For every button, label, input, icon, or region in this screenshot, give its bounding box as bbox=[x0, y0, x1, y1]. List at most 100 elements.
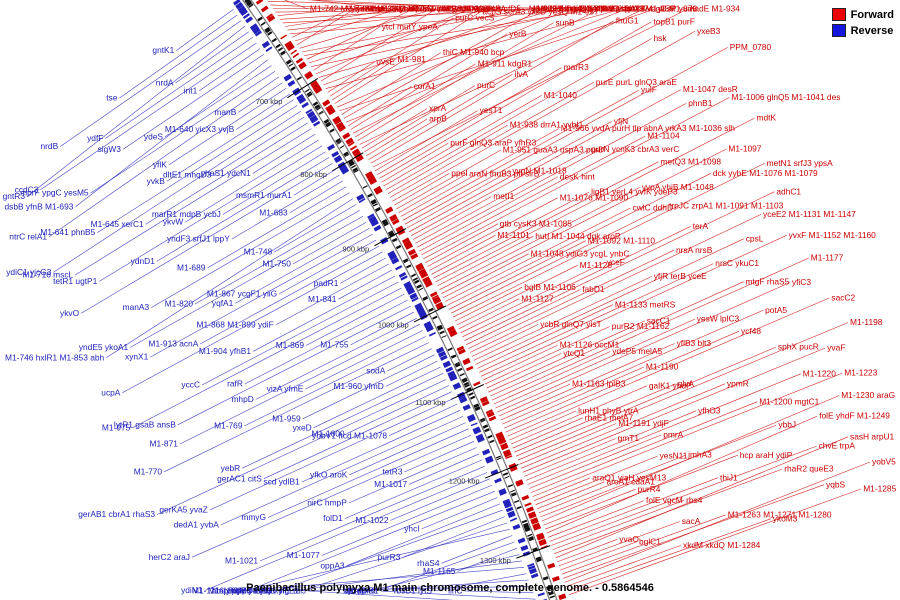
backbone-gene-arrow bbox=[275, 43, 281, 49]
backbone-gene-arrow bbox=[474, 406, 481, 411]
forward-gene-label-connector bbox=[370, 20, 614, 164]
forward-gene-label-connector bbox=[435, 117, 755, 283]
reverse-gene-arrow bbox=[537, 592, 545, 597]
forward-gene-label: fhuG1 bbox=[616, 16, 639, 26]
reverse-gene-label-connector bbox=[164, 65, 272, 138]
forward-gene-label: araN fhuB3 pit sirB bbox=[469, 168, 540, 178]
backbone-gene-arrow bbox=[387, 230, 394, 235]
backbone-gene-arrow bbox=[280, 50, 286, 56]
forward-gene-label: acpS scrA3 yxkD yesQ M1-957 bbox=[482, 7, 599, 17]
forward-gene-label: M1-1190 bbox=[646, 362, 679, 372]
reverse-gene-label: M1-770 bbox=[134, 466, 163, 476]
forward-gene-label-connector bbox=[277, 8, 344, 16]
forward-gene-label: gtb cysK3 M1-1085 bbox=[500, 218, 572, 228]
forward-gene-label-connector bbox=[272, 8, 451, 10]
backbone-gene-arrow bbox=[462, 378, 468, 383]
scale-tick bbox=[413, 305, 447, 323]
forward-gene-label-connector bbox=[385, 38, 652, 191]
reverse-gene-label: int1 bbox=[184, 85, 198, 95]
reverse-gene-arrow bbox=[445, 366, 454, 373]
forward-gene-arrow bbox=[530, 517, 539, 524]
forward-gene-label-connector bbox=[514, 383, 676, 453]
backbone-gene-arrow bbox=[507, 484, 513, 488]
backbone-gene-arrow bbox=[329, 128, 335, 133]
reverse-gene-arrow bbox=[527, 565, 536, 570]
forward-gene-label: M1-870 frlD1 M1-909 bbox=[529, 4, 608, 14]
forward-gene-label-connector bbox=[527, 373, 801, 485]
reverse-gene-label: yhaS1 ydcN1 bbox=[201, 168, 251, 178]
scale-tick-label: 700 kbp bbox=[256, 97, 283, 106]
reverse-gene-label: padR1 bbox=[314, 278, 339, 288]
forward-gene-arrow bbox=[521, 494, 530, 501]
forward-gene-arrow bbox=[345, 137, 354, 145]
scale-tick-label: 900 kbp bbox=[342, 245, 369, 254]
reverse-gene-arrow bbox=[423, 321, 432, 328]
reverse-gene-label: scd ydlB1 bbox=[263, 477, 300, 487]
forward-gene-arrow bbox=[310, 80, 319, 88]
reverse-gene-arrow bbox=[292, 87, 300, 94]
reverse-gene-label: M1-746 hxlR1 M1-853 abh bbox=[5, 352, 105, 362]
forward-gene-label-connector bbox=[297, 8, 355, 45]
forward-gene-label: yesW lplC3 bbox=[697, 314, 740, 324]
reverse-gene-arrow bbox=[369, 216, 377, 222]
reverse-gene-arrow bbox=[404, 284, 414, 292]
forward-gene-label-connector bbox=[334, 11, 481, 104]
reverse-gene-label-connector bbox=[301, 409, 461, 483]
forward-gene-label: M1-1047 desR bbox=[683, 84, 738, 94]
reverse-gene-label: manB bbox=[214, 107, 236, 117]
forward-gene-label: marR3 bbox=[564, 62, 589, 72]
reverse-gene-label-connector bbox=[404, 441, 475, 473]
backbone-gene-arrow bbox=[245, 0, 252, 6]
reverse-gene-label: ntrC relA1 bbox=[9, 232, 47, 242]
forward-gene-arrow bbox=[552, 575, 560, 582]
reverse-gene-label-connector bbox=[247, 491, 495, 592]
backbone-gene-arrow bbox=[464, 383, 470, 388]
reverse-gene-label-connector bbox=[291, 560, 522, 592]
reverse-gene-label: dsbB yfnB M1-693 bbox=[4, 201, 73, 211]
caption: Paenibacillus polymyxa M1 main chromosom… bbox=[246, 582, 654, 594]
forward-gene-label-connector bbox=[431, 191, 590, 275]
backbone-gene-arrow bbox=[524, 527, 530, 531]
forward-gene-label: folE vgcM bbox=[646, 495, 683, 505]
forward-gene-label: terA bbox=[693, 221, 709, 231]
reverse-gene-label: M1-640 yicX3 yvjB bbox=[165, 124, 235, 134]
reverse-gene-label-connector bbox=[346, 503, 501, 567]
reverse-gene-label: dedA1 yvbA bbox=[174, 520, 220, 530]
reverse-gene-arrow bbox=[477, 437, 485, 443]
forward-gene-label: yesT1 bbox=[480, 105, 503, 115]
reverse-gene-label: M1-1153 bbox=[240, 586, 273, 596]
forward-gene-arrow bbox=[290, 49, 298, 55]
reverse-gene-label-connector bbox=[252, 275, 396, 352]
backbone-gene-arrow bbox=[542, 576, 549, 581]
forward-gene-label-connector bbox=[546, 415, 818, 534]
forward-gene-arrow bbox=[389, 214, 398, 222]
reverse-gene-label: M1-1116 yhcH bbox=[192, 586, 245, 596]
forward-gene-label: purC bbox=[477, 80, 495, 90]
reverse-gene-label: gerAB1 cbrA1 rhaS3 bbox=[78, 509, 155, 519]
reverse-gene-label: marR1 mdpB ycbJ bbox=[152, 209, 221, 219]
reverse-gene-arrow bbox=[411, 296, 419, 303]
reverse-gene-label: sodA bbox=[366, 366, 386, 376]
reverse-gene-label: M1-1021 bbox=[225, 556, 258, 566]
scale-tick-label: 1100 kbp bbox=[415, 398, 445, 407]
backbone-gene-arrow bbox=[339, 145, 345, 149]
forward-gene-label-connector bbox=[339, 8, 656, 112]
forward-gene-label-connector bbox=[270, 4, 364, 10]
forward-gene-arrow bbox=[479, 396, 489, 404]
reverse-gene-label-connector bbox=[346, 385, 450, 434]
reverse-gene-arrow bbox=[468, 416, 476, 422]
forward-gene-label: yvxF M1-1152 M1-1160 bbox=[789, 230, 877, 240]
backbone-gene-arrow bbox=[482, 424, 489, 429]
forward-gene-label-connector bbox=[408, 121, 612, 233]
reverse-gene-label-connector bbox=[238, 82, 283, 113]
reverse-gene-label: M1-641 phnB5 bbox=[40, 227, 95, 237]
reverse-gene-label-connector bbox=[313, 366, 441, 428]
forward-gene-label-connector bbox=[443, 253, 529, 298]
reverse-gene-label-connector bbox=[97, 105, 298, 233]
forward-gene-arrow bbox=[260, 5, 269, 13]
forward-gene-label-connector bbox=[477, 304, 614, 369]
reverse-gene-label-connector bbox=[60, 20, 242, 147]
reverse-gene-label: M1-820 bbox=[165, 299, 194, 309]
reverse-gene-arrow bbox=[245, 16, 253, 24]
forward-gene-arrow bbox=[404, 241, 413, 249]
